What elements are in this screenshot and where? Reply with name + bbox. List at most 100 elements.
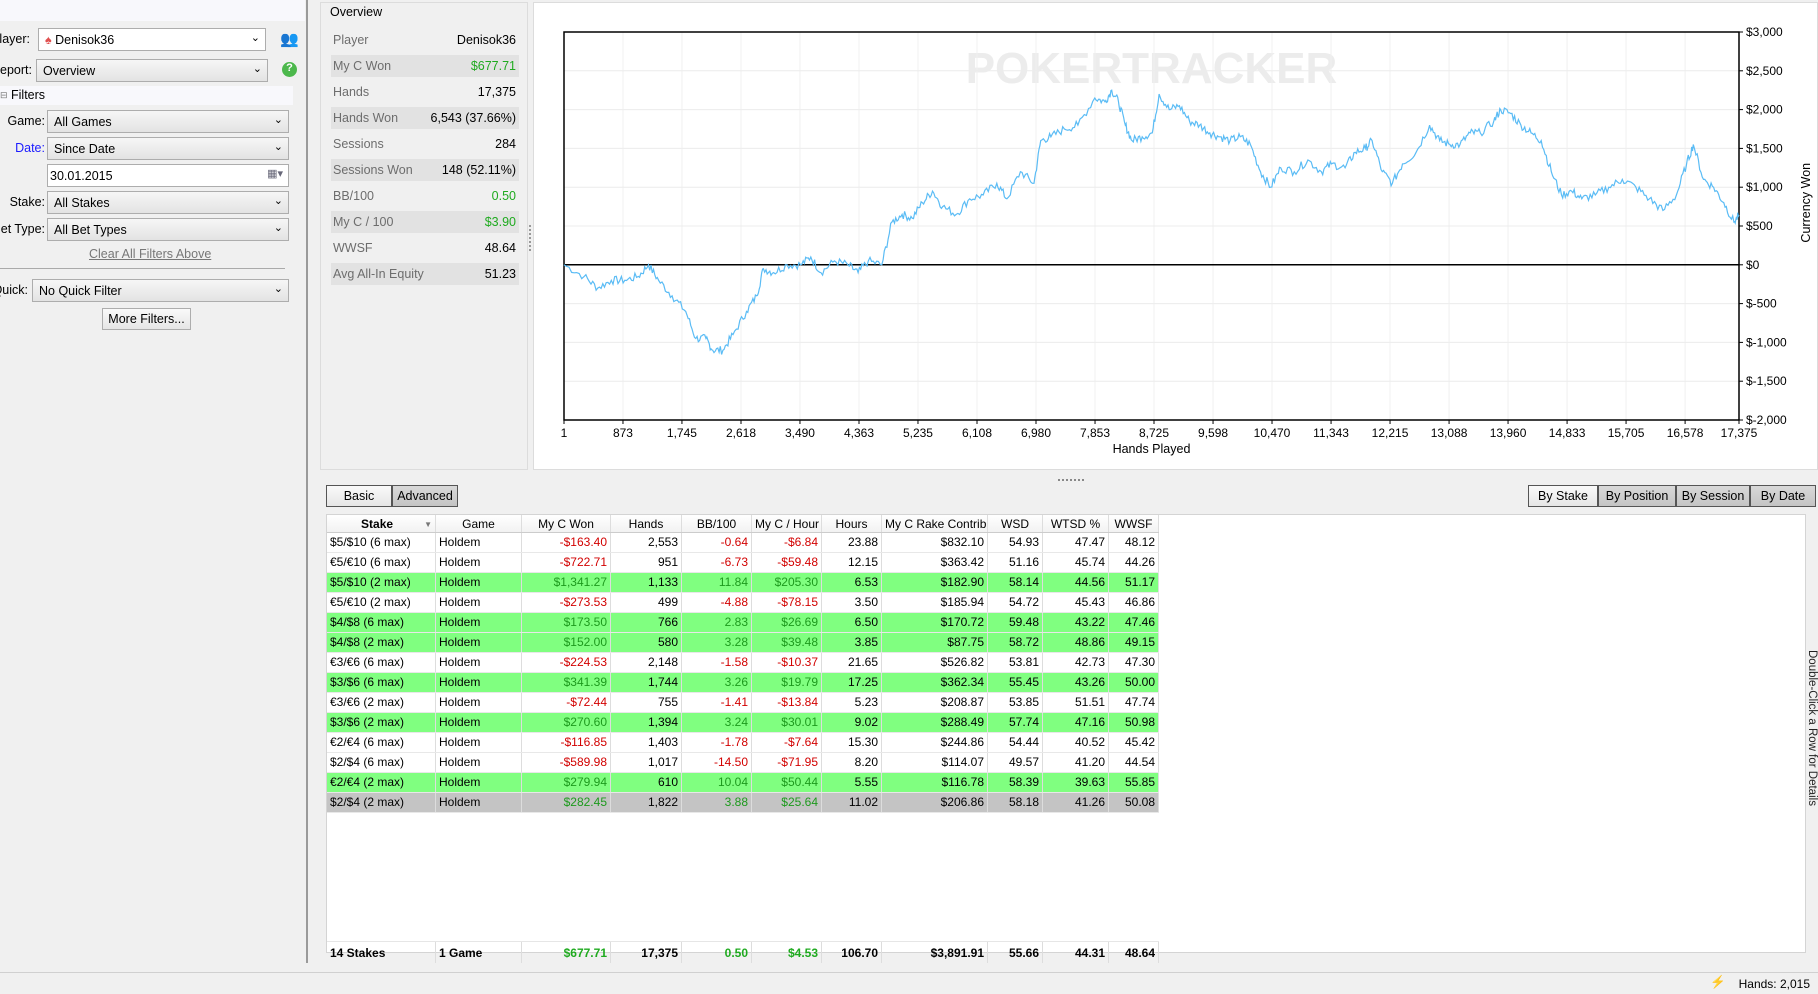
table-cell: 45.74 — [1043, 553, 1109, 572]
hands-count: Hands: 2,015 — [1738, 977, 1810, 991]
table-cell: 766 — [611, 613, 682, 632]
more-filters-button[interactable]: More Filters... — [102, 308, 191, 330]
game-select[interactable]: All Games ⌄ — [47, 110, 289, 133]
overview-value: 0.50 — [491, 189, 516, 203]
table-cell: $208.87 — [882, 693, 988, 712]
table-row[interactable]: $5/$10 (6 max) Holdem -$163.40 2,553 -0.64 -$… — [327, 533, 1159, 553]
date-value: 30.01.2015 — [50, 169, 113, 183]
table-cell: $832.10 — [882, 533, 988, 552]
table-row[interactable]: €5/€10 (6 max) Holdem -$722.71 951 -6.73 -$59… — [327, 553, 1159, 573]
stake-select[interactable]: All Stakes ⌄ — [47, 191, 289, 214]
table-cell: 50.98 — [1109, 713, 1159, 732]
y-tick-label: $-1,000 — [1746, 335, 1787, 349]
report-select[interactable]: Overview ⌄ — [36, 59, 268, 82]
column-header[interactable]: BB/100 — [682, 515, 752, 532]
panel-splitter[interactable] — [306, 0, 311, 963]
table-cell: -0.64 — [682, 533, 752, 552]
column-header[interactable]: Game — [436, 515, 522, 532]
table-cell: 21.65 — [822, 653, 882, 672]
table-cell: Holdem — [436, 593, 522, 612]
table-row[interactable]: €2/€4 (2 max) Holdem $279.94 610 10.04 $50.44… — [327, 773, 1159, 793]
table-row[interactable]: $2/$4 (6 max) Holdem -$589.98 1,017 -14.50 -$… — [327, 753, 1159, 773]
table-cell: $526.82 — [882, 653, 988, 672]
tab-by-position[interactable]: By Position — [1598, 485, 1676, 507]
filters-header[interactable]: ⊟ Filters — [0, 86, 293, 105]
table-cell: 2.83 — [682, 613, 752, 632]
table-cell: 49.57 — [988, 753, 1043, 772]
table-row[interactable]: €3/€6 (2 max) Holdem -$72.44 755 -1.41 -$13.8… — [327, 693, 1159, 713]
help-icon[interactable]: ? — [282, 62, 297, 77]
column-header[interactable]: My C Rake Contrib — [882, 515, 988, 532]
y-tick-label: $500 — [1746, 219, 1773, 233]
table-cell: 58.72 — [988, 633, 1043, 652]
table-cell: 58.14 — [988, 573, 1043, 592]
player-users-icon[interactable]: 👥 — [280, 31, 299, 48]
overview-value: 51.23 — [484, 267, 516, 281]
table-cell: 9.02 — [822, 713, 882, 732]
tab-advanced[interactable]: Advanced — [392, 485, 458, 507]
table-row[interactable]: €3/€6 (6 max) Holdem -$224.53 2,148 -1.58 -$1… — [327, 653, 1159, 673]
table-row[interactable]: $5/$10 (2 max) Holdem $1,341.27 1,133 11.84 $… — [327, 573, 1159, 593]
overview-label: Avg All-In Equity — [333, 267, 424, 281]
column-header[interactable]: Hands — [611, 515, 682, 532]
table-cell: 1,744 — [611, 673, 682, 692]
date-mode-value: Since Date — [54, 142, 116, 156]
splitter-grip[interactable] — [529, 225, 531, 251]
table-row[interactable]: €2/€4 (6 max) Holdem -$116.85 1,403 -1.78 -$7… — [327, 733, 1159, 753]
table-cell: $116.78 — [882, 773, 988, 792]
column-header[interactable]: WSD — [988, 515, 1043, 532]
total-cell: 44.31 — [1043, 942, 1109, 963]
column-header[interactable]: WWSF — [1109, 515, 1159, 532]
table-cell: 1,017 — [611, 753, 682, 772]
table-cell: 17.25 — [822, 673, 882, 692]
x-tick-label: 16,578 — [1667, 426, 1704, 440]
table-cell: -$71.95 — [752, 753, 822, 772]
tab-by-date[interactable]: By Date — [1750, 485, 1816, 507]
bet-type-select[interactable]: All Bet Types ⌄ — [47, 218, 289, 241]
column-header[interactable]: Stake ▼ — [327, 515, 436, 532]
date-label[interactable]: Date: — [15, 141, 45, 155]
tab-by-stake[interactable]: By Stake — [1528, 485, 1598, 507]
column-header[interactable]: My C Won — [522, 515, 611, 532]
table-cell: -14.50 — [682, 753, 752, 772]
overview-row: WWSF 48.64 — [331, 237, 519, 259]
player-select[interactable]: ♠ Denisok36 ⌄ — [38, 28, 266, 51]
table-cell: $362.34 — [882, 673, 988, 692]
column-header[interactable]: WTSD % — [1043, 515, 1109, 532]
poker-spade-icon: ♠ — [45, 33, 52, 47]
x-tick-label: 3,490 — [785, 426, 815, 440]
total-cell: 106.70 — [822, 942, 882, 963]
clear-filters-link[interactable]: Clear All Filters Above — [89, 247, 212, 261]
table-row[interactable]: €5/€10 (2 max) Holdem -$273.53 499 -4.88 -$78… — [327, 593, 1159, 613]
x-tick-label: 9,598 — [1198, 426, 1228, 440]
panel-header — [0, 0, 305, 21]
overview-value: $3.90 — [484, 215, 516, 229]
table-cell: 51.51 — [1043, 693, 1109, 712]
collapse-icon[interactable]: ⊟ — [0, 90, 8, 100]
quick-filter-select[interactable]: No Quick Filter ⌄ — [32, 279, 289, 302]
tab-basic[interactable]: Basic — [326, 485, 392, 507]
total-cell: 55.66 — [988, 942, 1043, 963]
table-row[interactable]: $4/$8 (2 max) Holdem $152.00 580 3.28 $39.48 3… — [327, 633, 1159, 653]
table-cell: $19.79 — [752, 673, 822, 692]
table-cell: Holdem — [436, 613, 522, 632]
tab-by-session[interactable]: By Session — [1676, 485, 1750, 507]
column-header[interactable]: Hours — [822, 515, 882, 532]
table-row[interactable]: $2/$4 (2 max) Holdem $282.45 1,822 3.88 $25.6… — [327, 793, 1159, 813]
calendar-icon[interactable]: ▦▾ — [267, 168, 283, 180]
date-input[interactable]: 30.01.2015 ▦▾ — [47, 164, 289, 187]
date-mode-select[interactable]: Since Date ⌄ — [47, 137, 289, 160]
table-row[interactable]: $3/$6 (6 max) Holdem $341.39 1,744 3.26 $19.7… — [327, 673, 1159, 693]
splitter-grip-horizontal[interactable] — [1058, 479, 1084, 481]
table-cell: Holdem — [436, 533, 522, 552]
table-row[interactable]: $4/$8 (6 max) Holdem $173.50 766 2.83 $26.69 6… — [327, 613, 1159, 633]
overview-label: Sessions Won — [333, 163, 413, 177]
column-header[interactable]: My C / Hour — [752, 515, 822, 532]
x-tick-label: 12,215 — [1372, 426, 1409, 440]
table-cell: $282.45 — [522, 793, 611, 812]
table-row[interactable]: $3/$6 (2 max) Holdem $270.60 1,394 3.24 $30.0… — [327, 713, 1159, 733]
table-cell: 39.63 — [1043, 773, 1109, 792]
overview-label: Player — [333, 33, 369, 47]
table-cell: €5/€10 (2 max) — [327, 593, 436, 612]
chevron-down-icon: ⌄ — [252, 63, 262, 75]
